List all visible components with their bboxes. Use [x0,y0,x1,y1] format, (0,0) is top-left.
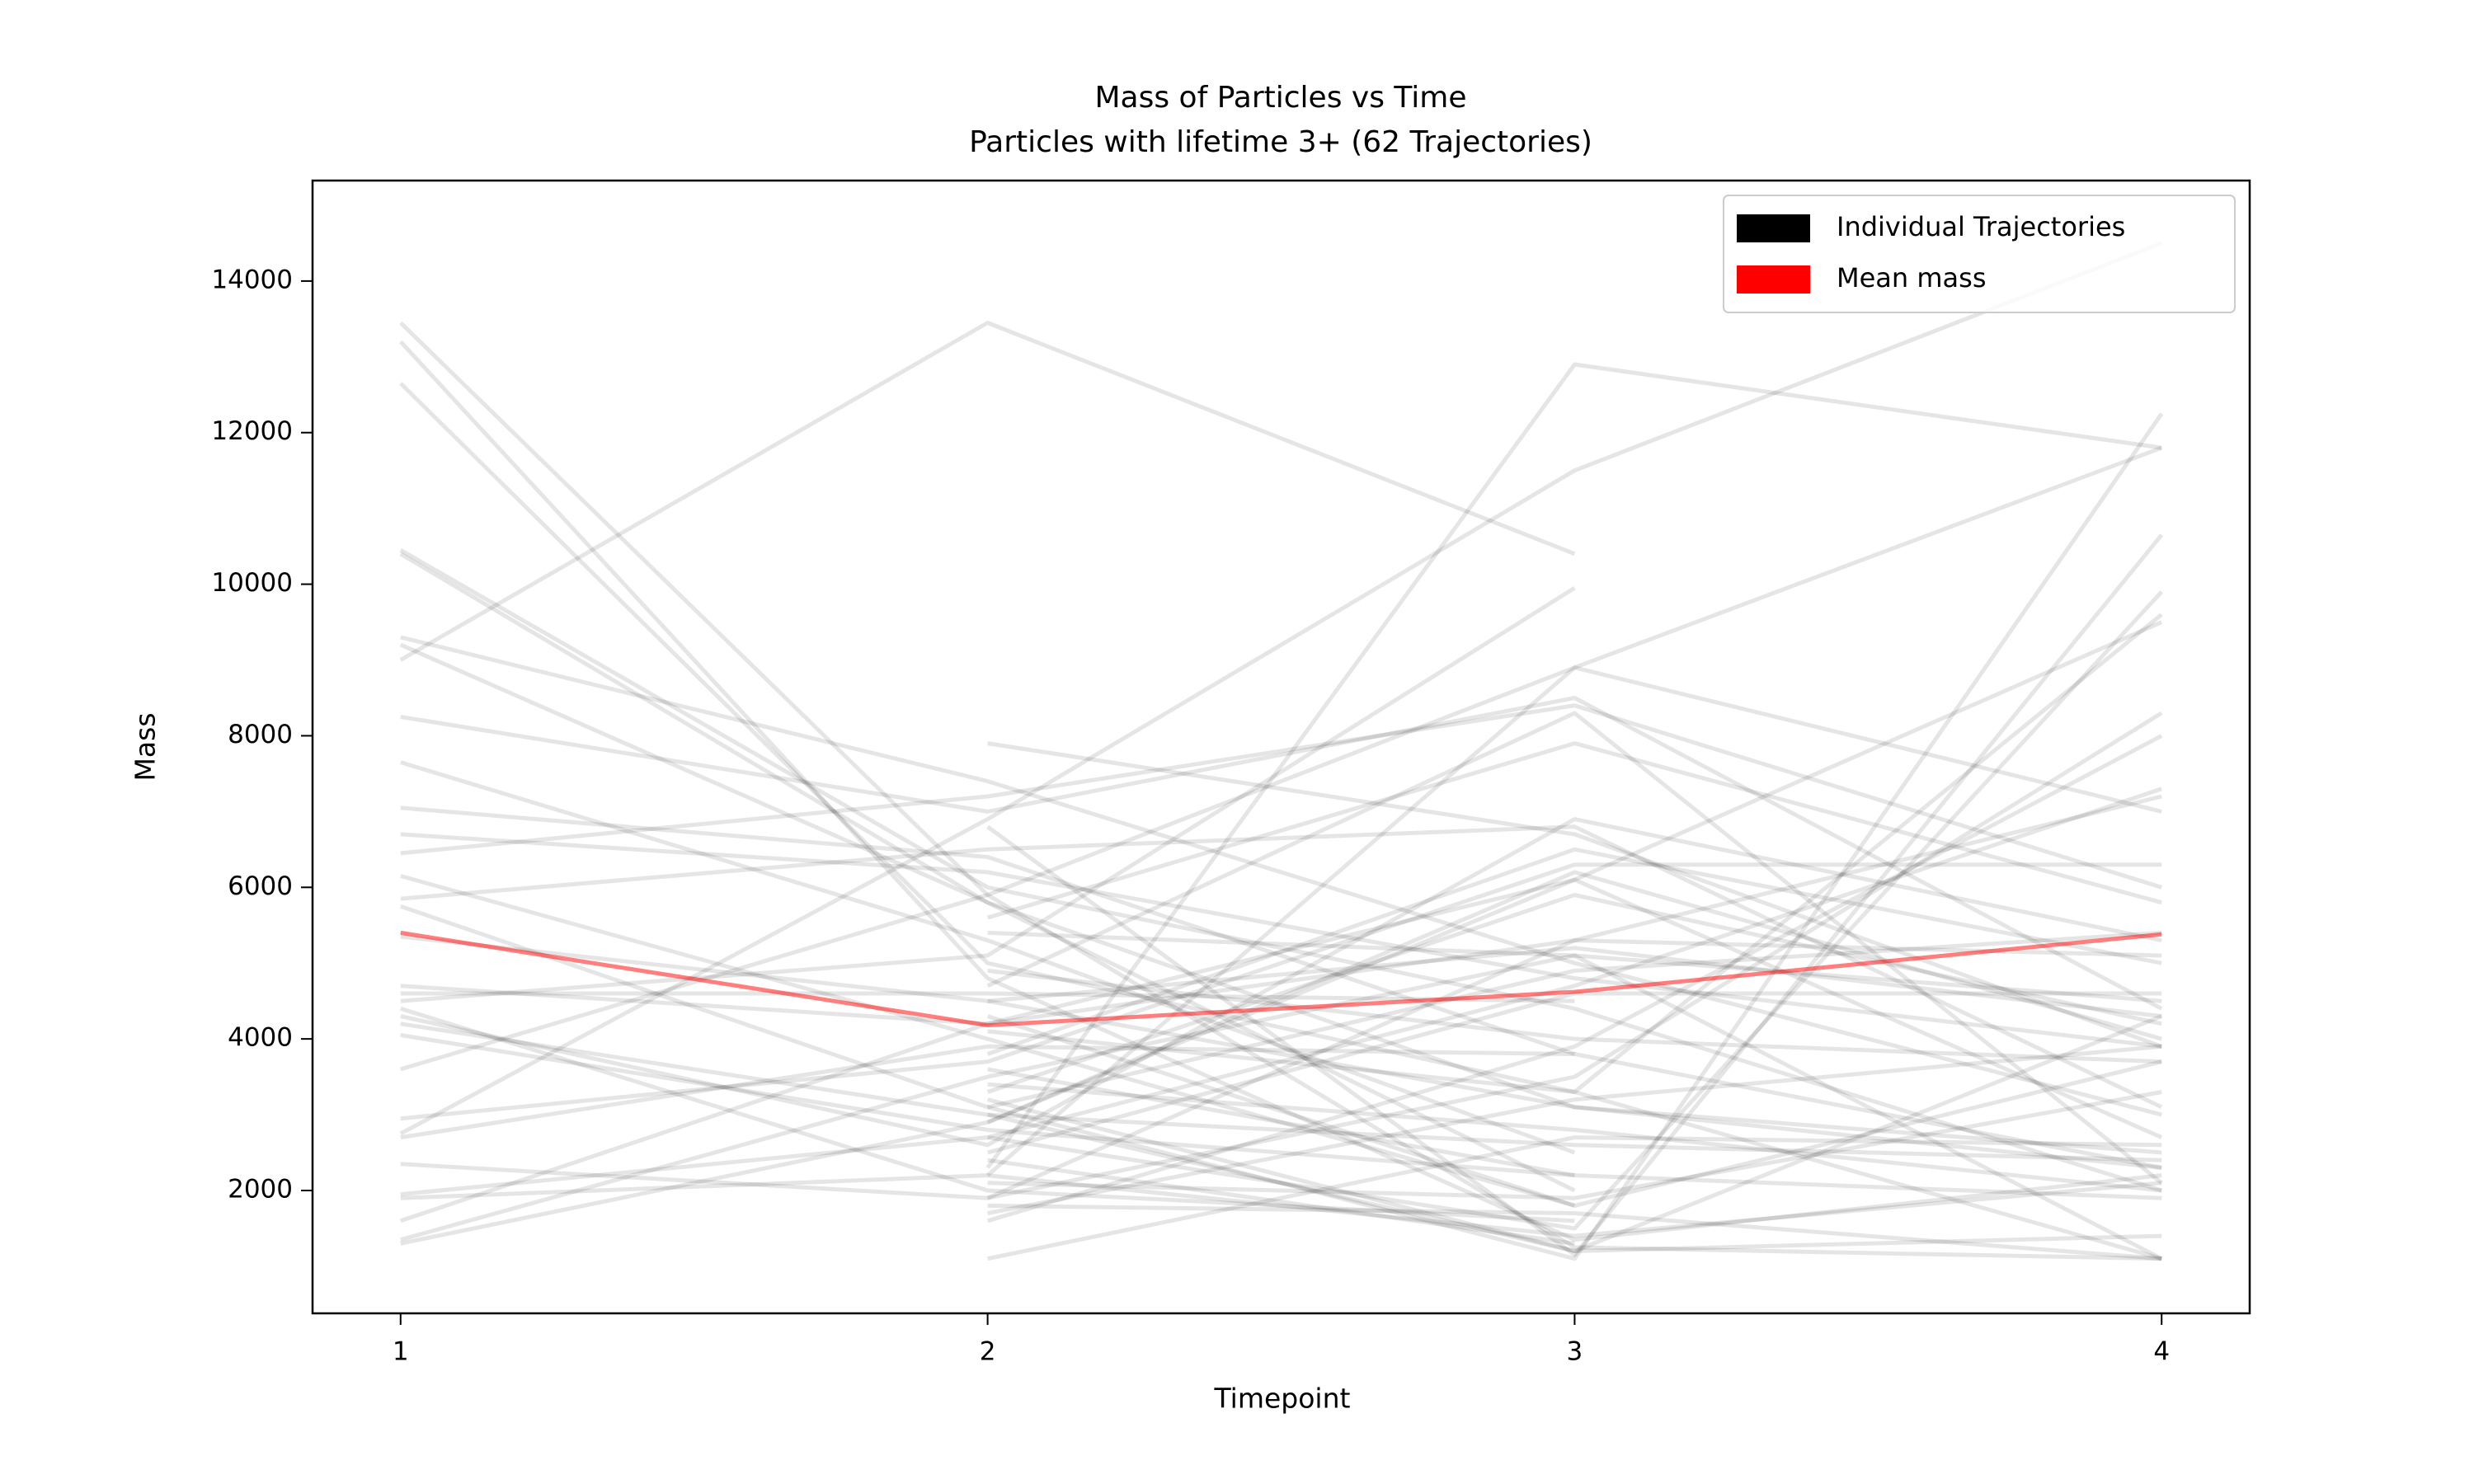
x-tick-label: 1 [393,1337,409,1367]
trajectory-line [987,1203,2162,1261]
legend-swatch [1737,265,1810,294]
trajectory-line [400,787,2162,1197]
mean-line [400,930,2162,1028]
trajectory-line [986,847,2162,1056]
trajectory-line [400,934,2162,1019]
trajectory-line [399,552,2162,1170]
y-tick-label: 6000 [228,871,293,901]
trajectory-line [987,930,2162,1110]
trajectory-line [987,1135,2162,1261]
trajectory-line [987,1158,1575,1246]
y-axis-label: Mass [129,712,162,781]
trajectory-line [400,711,2163,1200]
trajectory-line [987,1067,2162,1200]
trajectory-line [399,321,1576,662]
y-tick-label: 10000 [211,568,293,598]
trajectory-line [399,321,2162,1261]
trajectory-line [986,1097,2162,1253]
trajectory-line [400,1173,2162,1238]
trajectory-line [398,340,2162,1242]
y-tick-label: 14000 [211,265,293,294]
trajectory-line [986,711,2163,1185]
trajectory-line [400,703,2162,890]
trajectory-line [987,998,2162,1155]
trajectory-line [986,533,2164,1257]
trajectory-line [399,412,2164,1261]
chart-title: Mass of Particles vs Time [1094,81,1466,115]
trajectory-line [400,586,1576,1003]
chart-subtitle: Particles with lifetime 3+ (62 Trajector… [969,125,1592,159]
x-tick-label: 3 [1567,1337,1583,1367]
trajectory-line [987,930,2162,1003]
trajectory-line [986,870,2162,1125]
trajectory-line [400,991,1575,1003]
trajectory-line [399,241,2163,1136]
trajectory-line [986,741,2162,920]
trajectory-line [986,734,2163,1223]
trajectory-line [987,968,2162,1064]
trajectory-line [400,877,2163,1139]
trajectory-line [986,938,2162,1200]
plot-frame [311,179,2251,1315]
legend-label: Individual Trajectories [1837,211,2125,242]
trajectory-line [987,1112,2162,1162]
trajectory-line [400,635,2162,1117]
trajectory-line [987,613,2163,1094]
trajectory-line [400,832,2162,1049]
trajectory-line [399,642,1576,1193]
x-tick-label: 2 [980,1337,996,1367]
y-tick-label: 8000 [228,720,293,749]
trajectory-line [400,445,2163,1072]
trajectory-line [986,1014,2162,1208]
legend-label: Mean mass [1837,262,1986,294]
trajectory-line [400,1033,1575,1178]
x-axis-label: Timepoint [1214,1383,1351,1415]
trajectory-line [400,953,2163,1261]
trajectory-line [985,665,2162,1177]
trajectory-line [399,548,2162,1193]
trajectory-line [400,874,1576,1208]
trajectory-line [400,805,1576,1056]
trajectory-line [400,696,2163,1011]
legend-swatch [1737,214,1810,242]
trajectory-line [400,824,2163,1110]
trajectory-line [399,382,2162,1261]
trajectory-line [987,590,2164,1231]
trajectory-line [987,1082,2162,1193]
trajectory-line [400,862,2162,1121]
trajectory-line [400,1044,2162,1170]
y-tick-label: 12000 [211,416,293,446]
trajectory-line [400,760,1576,1155]
trajectory-line [400,1014,2163,1253]
trajectory-line [986,893,2162,1094]
trajectory-line [400,817,2162,1148]
trajectory-line [400,620,2163,1246]
trajectory-line [987,741,2163,1049]
trajectory-line [987,1044,2162,1216]
legend-box [1723,195,2236,313]
trajectory-line [985,362,2162,1169]
trajectory-line [400,794,2162,1223]
legend: Individual Trajectories Mean mass [1723,195,2236,313]
y-tick-label: 4000 [228,1023,293,1053]
y-tick-label: 2000 [228,1174,293,1204]
trajectory-line [987,1090,2162,1200]
x-tick-label: 4 [2153,1337,2170,1367]
trajectory-line [400,1007,1575,1223]
